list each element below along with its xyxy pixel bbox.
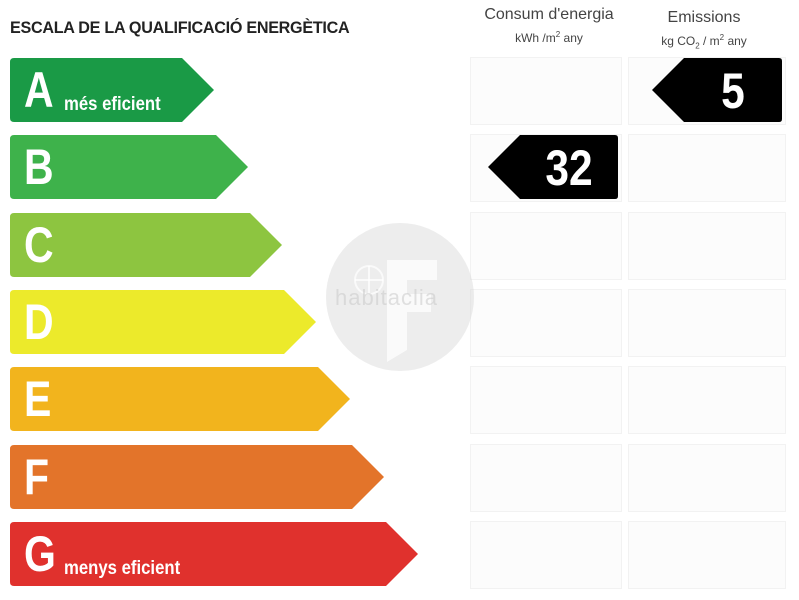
rating-letter: A bbox=[24, 62, 54, 118]
emissions-cell bbox=[628, 521, 786, 589]
scale-title: ESCALA DE LA QUALIFICACIÓ ENERGÈTICA bbox=[10, 18, 350, 37]
rating-letter: B bbox=[24, 139, 54, 195]
rating-letter: F bbox=[24, 449, 50, 505]
consum-cell bbox=[470, 521, 622, 589]
consum-marker: 32 bbox=[488, 135, 618, 199]
consum-cell bbox=[470, 212, 622, 280]
watermark-logo-icon bbox=[326, 223, 474, 371]
rating-bar-b: B bbox=[10, 135, 248, 199]
consum-unit: kWh /m2 any bbox=[515, 30, 583, 45]
rating-letter: E bbox=[24, 371, 52, 427]
rating-sublabel: més eficient bbox=[64, 94, 161, 115]
rating-letter: D bbox=[24, 294, 54, 350]
emissions-marker: 5 bbox=[652, 58, 782, 122]
emissions-cell bbox=[628, 444, 786, 512]
watermark-text: habitaclia bbox=[335, 285, 438, 310]
consum-marker-value: 32 bbox=[545, 140, 593, 196]
emissions-title: Emissions bbox=[667, 9, 741, 26]
consum-cell bbox=[470, 366, 622, 434]
rating-letter: G bbox=[24, 526, 56, 582]
emissions-cell bbox=[628, 289, 786, 357]
emissions-cell bbox=[628, 134, 786, 202]
rating-bar-c: C bbox=[10, 213, 282, 277]
consum-cell bbox=[470, 57, 622, 125]
emissions-cell bbox=[628, 366, 786, 434]
rating-letter: C bbox=[24, 217, 54, 273]
rating-bar-d: D bbox=[10, 290, 316, 354]
emissions-marker-value: 5 bbox=[721, 63, 745, 119]
rating-bar-e: E bbox=[10, 367, 350, 431]
emissions-header: Emissions kg CO2 / m2 any bbox=[624, 9, 784, 50]
consum-title: Consum d'energia bbox=[484, 6, 614, 23]
consum-cell bbox=[470, 444, 622, 512]
consum-cell bbox=[470, 289, 622, 357]
consum-header: Consum d'energia kWh /m2 any bbox=[466, 6, 632, 45]
rating-sublabel: menys eficient bbox=[64, 558, 181, 579]
rating-bar-f: F bbox=[10, 445, 384, 509]
emissions-cell bbox=[628, 212, 786, 280]
emissions-unit: kg CO2 / m2 any bbox=[661, 33, 747, 51]
